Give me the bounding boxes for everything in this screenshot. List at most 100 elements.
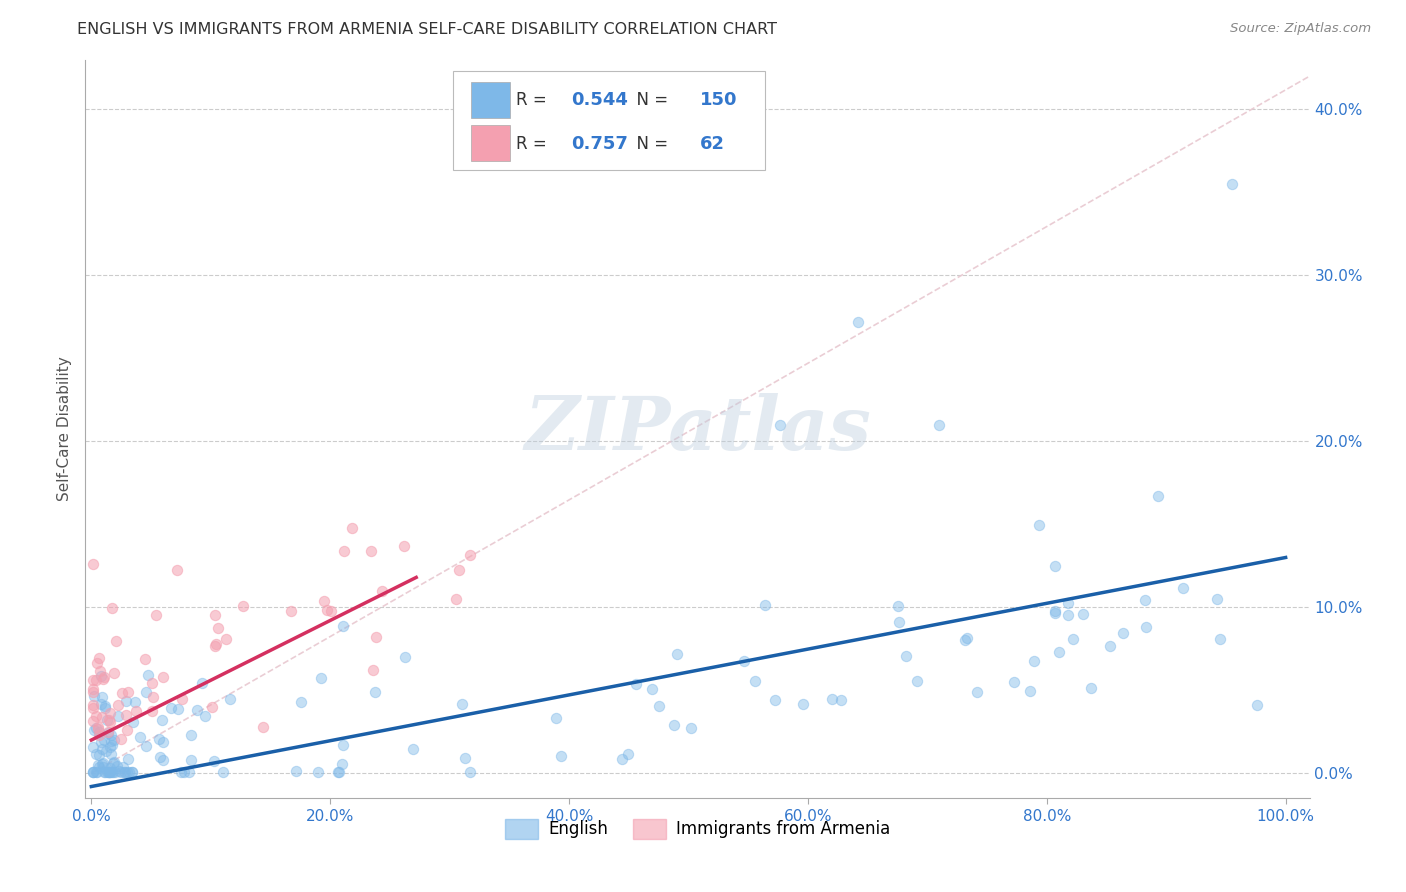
- Point: [82, 682, 104, 697]
- Point: [112, 764, 135, 779]
- Text: ZIPatlas: ZIPatlas: [524, 392, 870, 465]
- Point: [371, 584, 394, 599]
- Point: [905, 673, 928, 688]
- Point: [641, 681, 664, 696]
- Point: [93, 670, 115, 684]
- Point: [101, 738, 124, 752]
- Point: [84, 721, 107, 735]
- Point: [204, 608, 226, 623]
- Point: [1080, 681, 1102, 696]
- Point: [394, 649, 416, 664]
- Point: [309, 672, 332, 686]
- Point: [769, 417, 792, 432]
- Point: [186, 703, 208, 717]
- Point: [928, 417, 950, 432]
- Point: [87, 650, 110, 665]
- Point: [1205, 591, 1227, 606]
- Point: [135, 739, 157, 753]
- Point: [1056, 607, 1078, 622]
- Text: 0.544: 0.544: [571, 91, 628, 109]
- Point: [330, 756, 353, 771]
- Point: [82, 764, 104, 779]
- Point: [887, 615, 910, 629]
- Point: [232, 599, 254, 614]
- Point: [101, 764, 124, 779]
- Point: [1133, 592, 1156, 607]
- Point: [366, 630, 388, 644]
- Point: [179, 764, 201, 779]
- Point: [98, 764, 121, 779]
- Point: [97, 726, 120, 740]
- Point: [148, 731, 170, 746]
- Point: [98, 739, 121, 754]
- Point: [1045, 607, 1067, 621]
- Point: [142, 690, 165, 704]
- Point: [91, 757, 114, 772]
- Point: [617, 747, 640, 762]
- Point: [93, 764, 115, 779]
- Point: [280, 604, 302, 618]
- Point: [665, 647, 688, 661]
- Text: R =: R =: [516, 135, 553, 153]
- FancyBboxPatch shape: [453, 70, 765, 170]
- Point: [733, 654, 755, 668]
- Point: [218, 692, 240, 706]
- Point: [86, 657, 108, 671]
- Y-axis label: Self-Care Disability: Self-Care Disability: [58, 357, 72, 501]
- Point: [392, 539, 415, 553]
- Point: [830, 693, 852, 707]
- Point: [117, 752, 139, 766]
- Point: [401, 742, 423, 756]
- Point: [87, 725, 110, 739]
- Point: [87, 758, 110, 772]
- Point: [1146, 490, 1168, 504]
- Text: Source: ZipAtlas.com: Source: ZipAtlas.com: [1230, 22, 1371, 36]
- Point: [84, 673, 107, 687]
- Point: [107, 698, 129, 712]
- Point: [1071, 607, 1094, 621]
- Point: [458, 548, 481, 562]
- Point: [180, 753, 202, 767]
- Point: [100, 728, 122, 742]
- Point: [180, 727, 202, 741]
- Point: [333, 543, 356, 558]
- Point: [846, 315, 869, 329]
- Point: [98, 764, 121, 779]
- Point: [87, 720, 110, 734]
- Point: [110, 764, 132, 779]
- Point: [94, 700, 117, 714]
- Point: [215, 632, 238, 647]
- Point: [1208, 632, 1230, 646]
- Point: [98, 706, 121, 720]
- Legend: English, Immigrants from Armenia: English, Immigrants from Armenia: [498, 813, 897, 846]
- Point: [1171, 581, 1194, 595]
- Point: [82, 673, 104, 687]
- Point: [679, 721, 702, 735]
- Point: [953, 633, 976, 648]
- Point: [97, 724, 120, 739]
- Point: [90, 668, 112, 682]
- Point: [100, 747, 122, 761]
- Point: [90, 734, 112, 748]
- Point: [1043, 559, 1066, 574]
- Point: [94, 699, 117, 714]
- Point: [100, 714, 122, 729]
- Point: [166, 563, 188, 577]
- Point: [662, 718, 685, 732]
- Point: [107, 709, 129, 723]
- Point: [118, 764, 141, 779]
- Point: [285, 764, 308, 778]
- Point: [364, 684, 387, 698]
- Point: [550, 749, 572, 764]
- Point: [446, 591, 468, 606]
- Point: [121, 764, 143, 779]
- Point: [360, 543, 382, 558]
- Point: [103, 756, 125, 771]
- Point: [121, 764, 143, 779]
- Point: [792, 698, 814, 712]
- Point: [173, 764, 195, 779]
- Point: [134, 652, 156, 666]
- Point: [332, 738, 354, 752]
- Point: [86, 722, 108, 736]
- Point: [451, 697, 474, 711]
